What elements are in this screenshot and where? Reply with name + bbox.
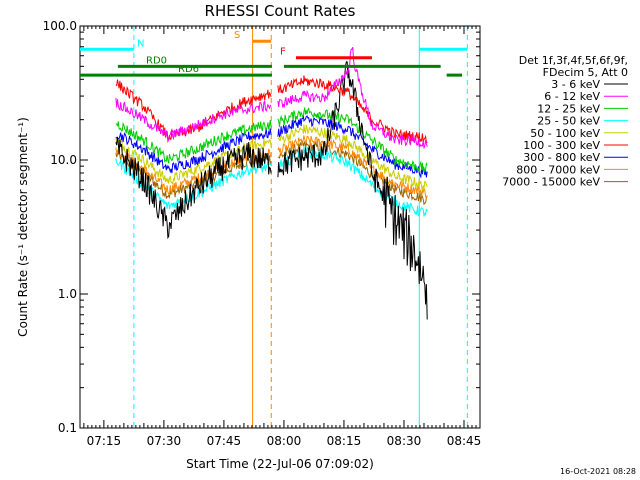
legend-header-1: FDecim 5, Att 0 [543, 66, 628, 79]
series-line-1-1 [277, 47, 428, 149]
flag-label-rd6: RD6 [178, 64, 199, 75]
y-tick-label-0: 0.1 [58, 421, 77, 435]
series-line-4-1 [277, 124, 428, 191]
x-tick-label-1: 07:30 [147, 434, 182, 448]
legend-label-4: 50 - 100 keV [530, 127, 600, 140]
legend-label-3: 25 - 50 keV [537, 115, 600, 128]
legend-label-5: 100 - 300 keV [523, 139, 600, 152]
x-axis-label: Start Time (22-Jul-06 07:09:02) [186, 457, 374, 471]
legend-header-0: Det 1f,3f,4f,5f,6f,9f, [519, 54, 628, 67]
y-axis-label: Count Rate (s⁻¹ detector segment⁻¹) [16, 117, 30, 337]
x-tick-label-6: 08:45 [447, 434, 482, 448]
x-tick-label-5: 08:30 [387, 434, 422, 448]
legend-label-7: 800 - 7000 keV [516, 163, 600, 176]
y-tick-label-2: 10.0 [50, 153, 77, 167]
chart-title: RHESSI Count Rates [205, 2, 356, 20]
flag-label-s: S [234, 30, 240, 41]
x-tick-label-0: 07:15 [87, 434, 122, 448]
series-line-0-1 [277, 61, 428, 320]
series-line-5-0 [115, 79, 272, 141]
x-tick-label-2: 07:45 [207, 434, 242, 448]
legend-label-6: 300 - 800 keV [523, 151, 600, 164]
series-line-2-0 [115, 120, 272, 164]
y-tick-label-1: 1.0 [58, 287, 77, 301]
series-line-6-1 [277, 115, 428, 179]
legend-label-8: 7000 - 15000 keV [502, 176, 600, 189]
x-tick-label-3: 08:00 [267, 434, 302, 448]
series-line-1-0 [115, 97, 272, 144]
series-line-4-0 [115, 136, 272, 185]
flag-label-rd0: RD0 [146, 55, 167, 66]
legend-label-1: 6 - 12 keV [544, 90, 600, 103]
y-tick-label-3: 100.0 [43, 19, 77, 33]
footer-timestamp: 16-Oct-2021 08:28 [560, 467, 636, 476]
series-line-7-1 [277, 135, 428, 200]
flag-label-n: N [137, 38, 144, 49]
x-tick-label-4: 08:15 [327, 434, 362, 448]
flag-label-f: F [280, 47, 286, 58]
legend-label-0: 3 - 6 keV [551, 78, 600, 91]
legend-label-2: 12 - 25 keV [537, 102, 600, 115]
series-line-2-1 [277, 107, 428, 173]
series-line-0-0 [115, 136, 272, 240]
